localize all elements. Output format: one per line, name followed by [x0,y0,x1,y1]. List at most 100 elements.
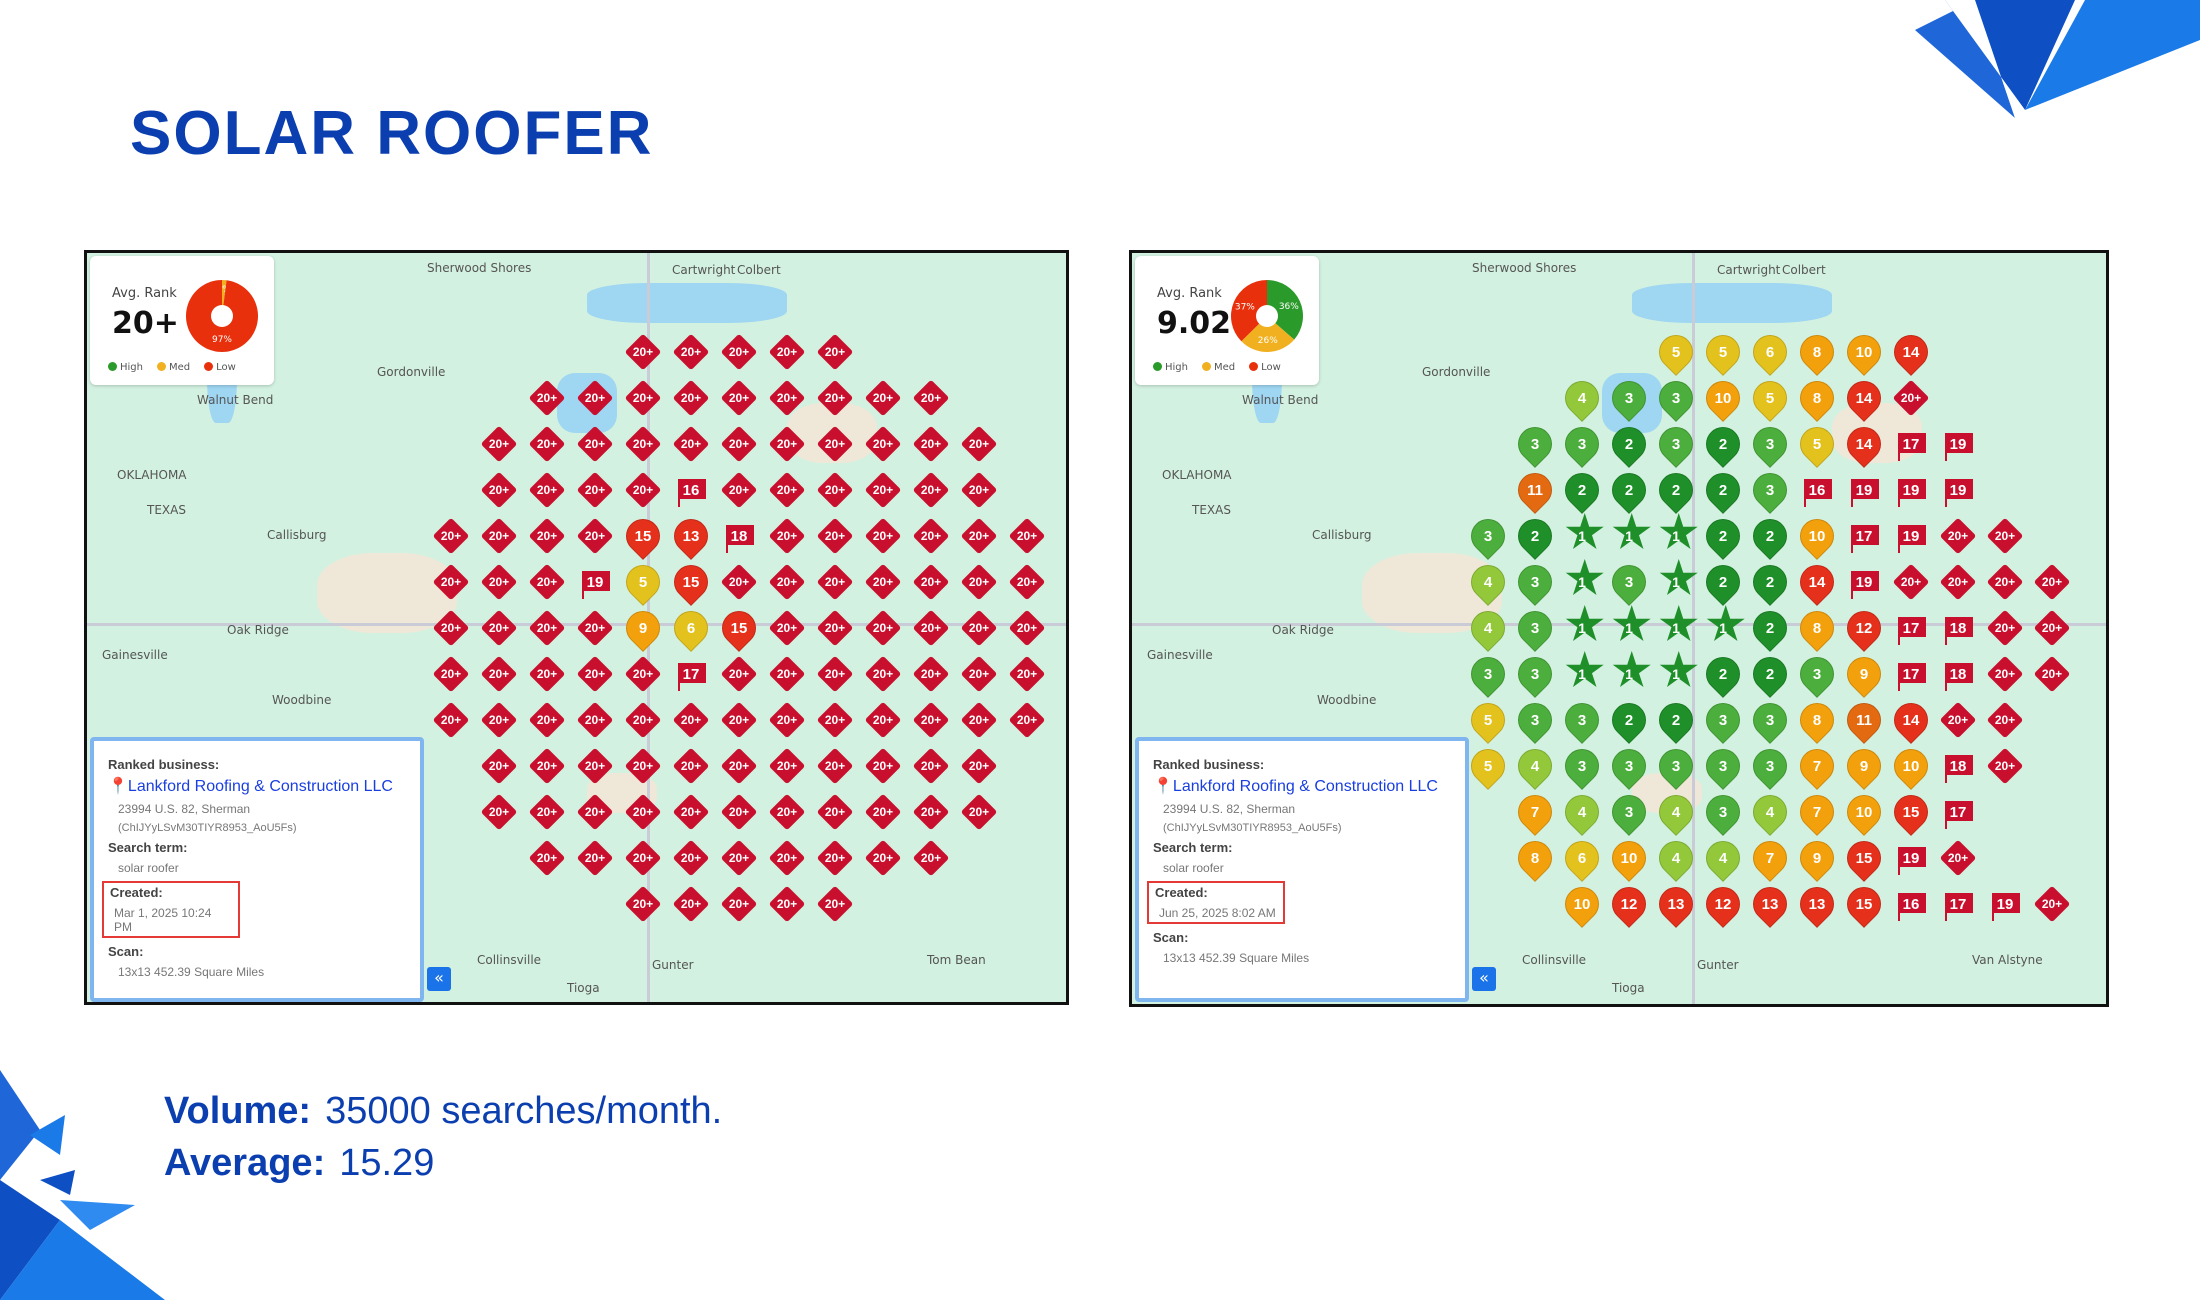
rank-marker[interactable]: 20+ [962,473,996,507]
rank-marker[interactable]: 8 [1800,335,1834,369]
rank-marker[interactable]: 13 [1800,887,1834,921]
rank-marker[interactable]: 15 [1894,795,1928,829]
rank-marker[interactable]: 20+ [818,473,852,507]
rank-marker[interactable]: 17 [1941,795,1975,829]
rank-marker[interactable]: 20+ [818,335,852,369]
rank-marker[interactable]: 20+ [530,381,564,415]
rank-marker[interactable]: 20+ [1010,657,1044,691]
rank-marker[interactable]: 20+ [722,749,756,783]
rank-marker[interactable]: 20+ [674,381,708,415]
rank-marker[interactable]: 3 [1471,657,1505,691]
rank-marker[interactable]: 3 [1753,427,1787,461]
rank-marker[interactable]: 20+ [818,519,852,553]
rank-marker[interactable]: 20+ [962,795,996,829]
rank-marker[interactable]: 20+ [1010,611,1044,645]
rank-marker[interactable]: 1 [1565,649,1599,691]
rank-marker[interactable]: 2 [1612,473,1646,507]
rank-marker[interactable]: 20+ [482,657,516,691]
rank-marker[interactable]: 5 [1471,703,1505,737]
rank-marker[interactable]: 20+ [770,749,804,783]
rank-marker[interactable]: 20+ [434,565,468,599]
rank-marker[interactable]: 20+ [530,519,564,553]
rank-marker[interactable]: 20+ [530,611,564,645]
rank-marker[interactable]: 20+ [818,381,852,415]
rank-marker[interactable]: 20+ [674,703,708,737]
rank-marker[interactable]: 3 [1471,519,1505,553]
rank-marker[interactable]: 3 [1612,381,1646,415]
rank-marker[interactable]: 20+ [674,749,708,783]
rank-marker[interactable]: 3 [1518,703,1552,737]
rank-marker[interactable]: 20+ [1941,703,1975,737]
rank-marker[interactable]: 15 [626,519,660,553]
rank-marker[interactable]: 3 [1565,703,1599,737]
rank-marker[interactable]: 20+ [722,841,756,875]
rank-marker[interactable]: 12 [1706,887,1740,921]
rank-marker[interactable]: 20+ [914,841,948,875]
rank-marker[interactable]: 20+ [770,473,804,507]
rank-marker[interactable]: 20+ [866,381,900,415]
collapse-panel-button[interactable]: « [427,967,451,991]
rank-marker[interactable]: 15 [722,611,756,645]
rank-marker[interactable]: 20+ [1988,703,2022,737]
rank-marker[interactable]: 13 [1659,887,1693,921]
rank-marker[interactable]: 9 [626,611,660,645]
rank-marker[interactable]: 17 [674,657,708,691]
rank-marker[interactable]: 3 [1518,611,1552,645]
rank-marker[interactable]: 20+ [866,565,900,599]
rank-marker[interactable]: 9 [1847,749,1881,783]
rank-marker[interactable]: 2 [1706,427,1740,461]
rank-marker[interactable]: 20+ [1988,519,2022,553]
rank-marker[interactable]: 4 [1471,611,1505,645]
rank-marker[interactable]: 3 [1706,795,1740,829]
rank-marker[interactable]: 19 [1941,427,1975,461]
rank-marker[interactable]: 20+ [866,611,900,645]
rank-marker[interactable]: 20+ [770,887,804,921]
rank-marker[interactable]: 14 [1847,427,1881,461]
rank-marker[interactable]: 20+ [578,795,612,829]
rank-marker[interactable]: 20+ [818,749,852,783]
rank-marker[interactable]: 20+ [770,519,804,553]
rank-marker[interactable]: 20+ [914,795,948,829]
rank-marker[interactable]: 20+ [818,565,852,599]
rank-marker[interactable]: 17 [1941,887,1975,921]
rank-marker[interactable]: 19 [1988,887,2022,921]
rank-marker[interactable]: 8 [1800,381,1834,415]
rank-marker[interactable]: 6 [1565,841,1599,875]
rank-marker[interactable]: 15 [1847,841,1881,875]
rank-marker[interactable]: 20+ [1010,703,1044,737]
rank-marker[interactable]: 20+ [434,611,468,645]
rank-marker[interactable]: 8 [1800,611,1834,645]
rank-marker[interactable]: 20+ [722,427,756,461]
rank-marker[interactable]: 20+ [818,841,852,875]
rank-marker[interactable]: 2 [1706,473,1740,507]
rank-marker[interactable]: 11 [1847,703,1881,737]
rank-marker[interactable]: 3 [1612,795,1646,829]
rank-marker[interactable]: 10 [1565,887,1599,921]
rank-marker[interactable]: 14 [1847,381,1881,415]
rank-marker[interactable]: 5 [1706,335,1740,369]
rank-marker[interactable]: 20+ [818,657,852,691]
rank-marker[interactable]: 3 [1753,749,1787,783]
rank-marker[interactable]: 20+ [482,565,516,599]
rank-marker[interactable]: 20+ [770,611,804,645]
rank-marker[interactable]: 12 [1847,611,1881,645]
rank-marker[interactable]: 20+ [530,703,564,737]
rank-marker[interactable]: 20+ [770,427,804,461]
rank-marker[interactable]: 1 [1612,649,1646,691]
rank-marker[interactable]: 20+ [770,335,804,369]
rank-marker[interactable]: 20+ [770,381,804,415]
rank-marker[interactable]: 20+ [866,703,900,737]
rank-marker[interactable]: 2 [1753,611,1787,645]
rank-marker[interactable]: 2 [1706,657,1740,691]
rank-marker[interactable]: 20+ [914,473,948,507]
rank-marker[interactable]: 20+ [626,657,660,691]
rank-marker[interactable]: 20+ [866,427,900,461]
rank-marker[interactable]: 11 [1518,473,1552,507]
rank-marker[interactable]: 14 [1894,335,1928,369]
rank-marker[interactable]: 20+ [866,841,900,875]
rank-marker[interactable]: 20+ [722,565,756,599]
rank-marker[interactable]: 20+ [626,335,660,369]
rank-marker[interactable]: 20+ [770,795,804,829]
rank-marker[interactable]: 1 [1659,603,1693,645]
rank-marker[interactable]: 20+ [578,381,612,415]
